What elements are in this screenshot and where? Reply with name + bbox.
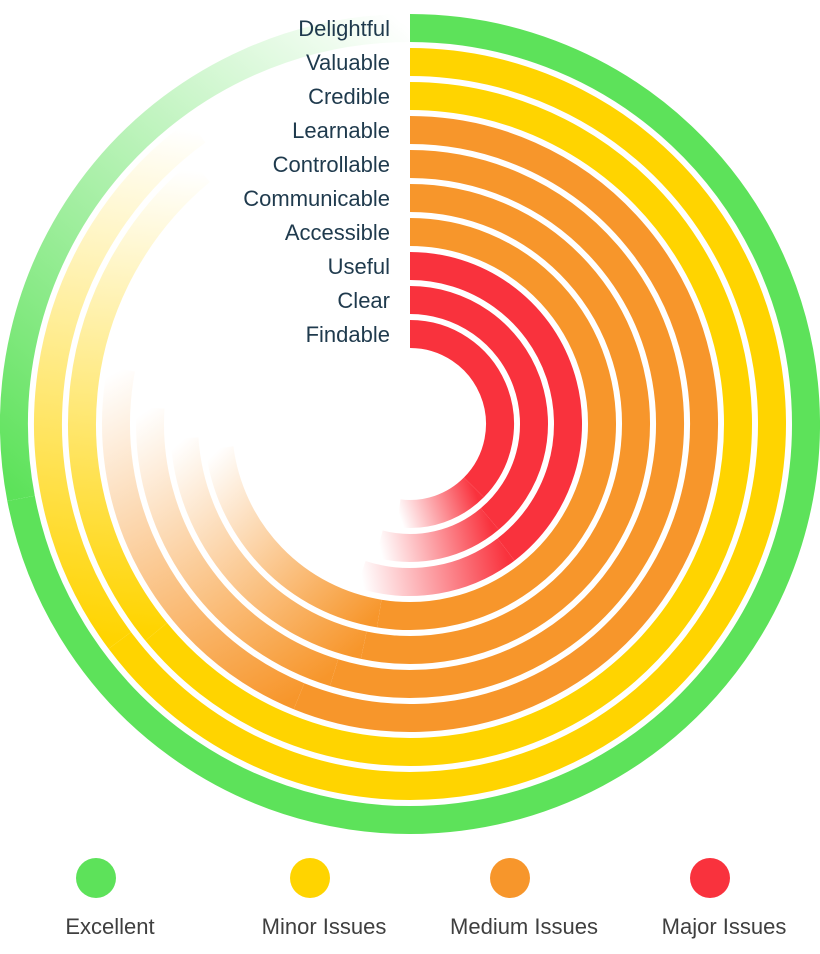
legend-label-major-issues: Major Issues bbox=[662, 914, 787, 939]
legend-swatch-major-issues bbox=[690, 858, 730, 898]
ring-fade-delightful bbox=[0, 14, 410, 501]
ring-label-findable: Findable bbox=[306, 322, 390, 347]
legend-label-minor-issues: Minor Issues bbox=[262, 914, 387, 939]
ring-fade-controllable bbox=[136, 406, 339, 687]
legend-swatch-minor-issues bbox=[290, 858, 330, 898]
ring-label-clear: Clear bbox=[337, 288, 390, 313]
ring-label-delightful: Delightful bbox=[298, 16, 390, 41]
ring-delightful bbox=[7, 14, 820, 834]
ring-accessible bbox=[377, 218, 616, 630]
ring-controllable bbox=[329, 150, 684, 698]
ring-fade-valuable bbox=[34, 119, 206, 649]
ring-label-accessible: Accessible bbox=[285, 220, 390, 245]
ring-findable bbox=[409, 320, 514, 498]
ring-useful bbox=[409, 252, 582, 561]
ring-label-communicable: Communicable bbox=[243, 186, 390, 211]
ring-communicable bbox=[360, 184, 650, 664]
legend-label-excellent: Excellent bbox=[65, 914, 154, 939]
legend-label-medium-issues: Medium Issues bbox=[450, 914, 598, 939]
ring-labels: Delightful Valuable Credible Learnable Contr… bbox=[243, 16, 390, 347]
ring-fade-credible bbox=[68, 160, 210, 641]
legend-swatch-excellent bbox=[76, 858, 116, 898]
ring-valuable bbox=[108, 48, 786, 800]
ring-label-controllable: Controllable bbox=[273, 152, 390, 177]
ring-label-credible: Credible bbox=[308, 84, 390, 109]
ring-fade-learnable bbox=[102, 366, 305, 710]
ring-fade-accessible bbox=[205, 446, 382, 628]
ring-clear bbox=[409, 286, 548, 530]
ring-label-learnable: Learnable bbox=[292, 118, 390, 143]
ring-label-valuable: Valuable bbox=[306, 50, 390, 75]
rings bbox=[0, 14, 820, 834]
ring-credible bbox=[145, 82, 752, 766]
ring-fade-useful bbox=[356, 538, 515, 596]
ring-label-useful: Useful bbox=[328, 254, 390, 279]
legend-swatch-medium-issues bbox=[490, 858, 530, 898]
ring-fade-findable bbox=[396, 477, 484, 528]
ring-learnable bbox=[293, 116, 718, 732]
legend: Excellent Minor Issues Medium Issues Major … bbox=[65, 858, 786, 939]
ring-fade-clear bbox=[375, 507, 499, 562]
ring-fade-communicable bbox=[170, 437, 367, 659]
